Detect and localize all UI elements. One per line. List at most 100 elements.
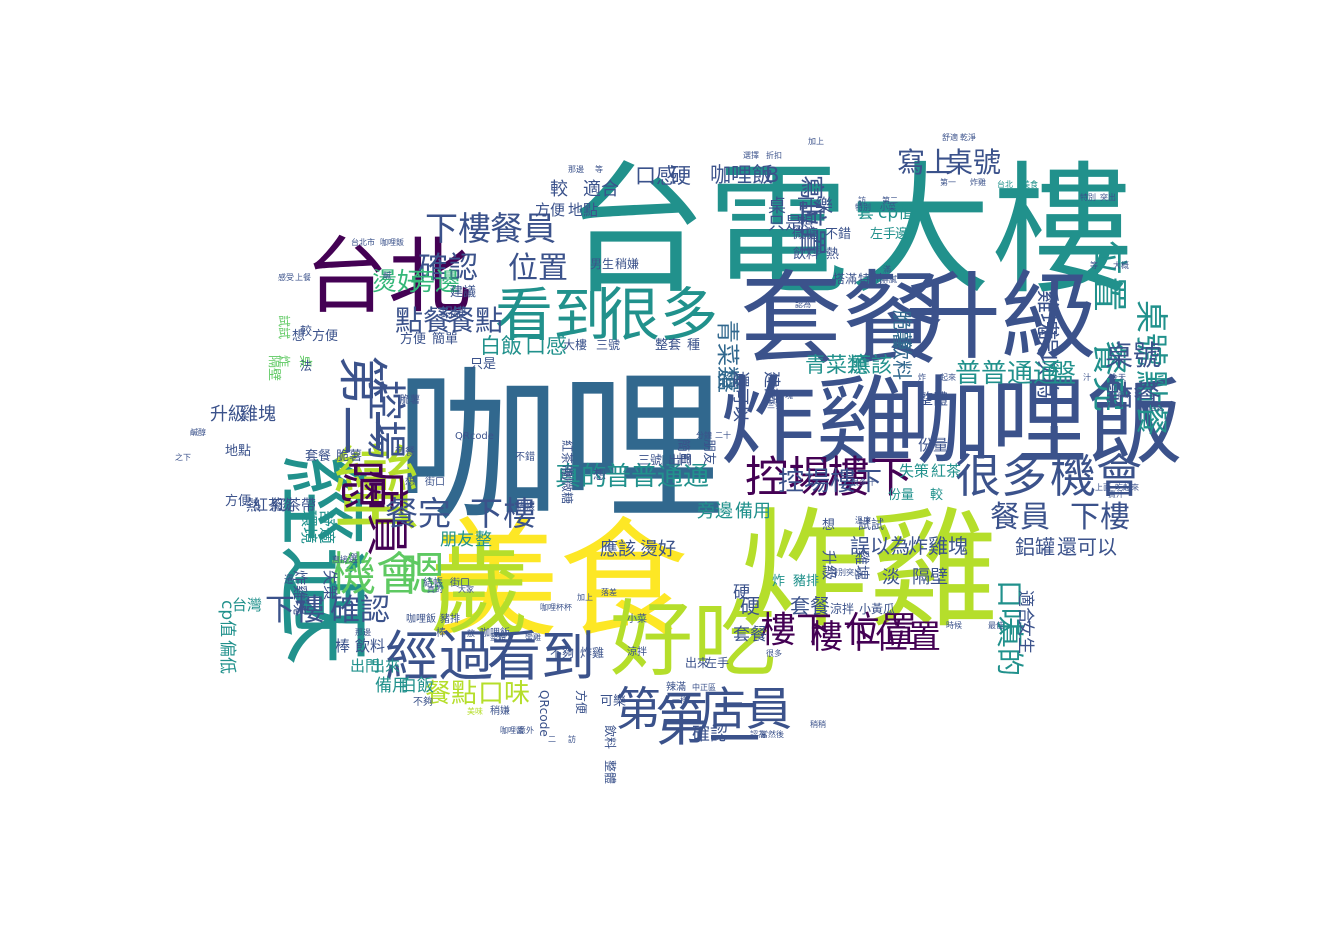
cloud-word: 普普通通: [605, 462, 709, 492]
cloud-word: 套餐: [740, 261, 944, 380]
cloud-word: 咖哩飯: [406, 612, 436, 625]
cloud-word: 舒適: [942, 132, 958, 142]
cloud-word: 稍嫌: [615, 257, 639, 271]
cloud-word: 樓下: [760, 610, 832, 651]
cloud-word: 解膩: [881, 274, 897, 284]
cloud-word: 三號: [767, 400, 783, 410]
cloud-word: 等: [1090, 260, 1098, 270]
cloud-word: 經過: [385, 625, 493, 688]
cloud-word: 直接: [332, 554, 348, 564]
cloud-word: 機會: [330, 547, 422, 601]
cloud-word: 整: [475, 530, 492, 550]
cloud-word: 鹹: [1118, 389, 1126, 399]
cloud-word: 較: [930, 488, 943, 503]
cloud-word: 第二: [655, 692, 761, 753]
cloud-word: 辣滿: [666, 680, 686, 693]
cloud-word: 一樣: [672, 695, 688, 705]
cloud-word: 只是: [470, 357, 496, 372]
cloud-word: 之下: [175, 452, 191, 462]
cloud-word: 控場: [778, 467, 830, 497]
cloud-word: 那邊: [355, 627, 371, 637]
cloud-word: 歲: [430, 534, 529, 649]
cloud-word: 法: [300, 359, 312, 373]
cloud-word: 燙好: [640, 538, 676, 560]
cloud-word: 青菜類: [805, 353, 868, 377]
cloud-word: 很多: [766, 648, 782, 658]
cloud-word: 試試: [277, 315, 292, 339]
cloud-word: 飲料: [793, 246, 819, 262]
cloud-word: 淡: [882, 567, 900, 588]
cloud-word: 稍稍: [810, 719, 826, 729]
cloud-word: 紅茶帶: [271, 496, 316, 514]
cloud-word: 升級: [210, 404, 246, 425]
cloud-word: 真的: [555, 462, 607, 492]
cloud-word: 炸: [918, 372, 926, 382]
cloud-word: 套: [857, 203, 874, 223]
cloud-word: 建議: [761, 371, 781, 405]
cloud-word: 機會: [1050, 449, 1142, 503]
cloud-word: 還可以: [730, 371, 750, 422]
cloud-word: 硬: [733, 583, 750, 603]
cloud-word: 脆薯: [336, 448, 362, 464]
cloud-word: 店員: [700, 682, 792, 736]
cloud-word: 份量: [888, 488, 914, 503]
cloud-word: 升級: [820, 550, 838, 580]
cloud-word: 餐完: [385, 494, 451, 533]
cloud-word: 起來: [940, 373, 956, 382]
cloud-word: 真的: [993, 620, 1026, 676]
cloud-word: 燙好: [372, 267, 422, 296]
cloud-word: 旁邊: [410, 267, 460, 296]
cloud-word: 位置: [875, 617, 941, 656]
cloud-word: 口感: [525, 334, 567, 358]
cloud-word: 整套: [655, 337, 681, 353]
cloud-word: 下樓: [1070, 500, 1130, 535]
cloud-word: 咖哩醬: [500, 725, 524, 735]
cloud-word: 美食: [430, 506, 688, 656]
cloud-word: 小菜: [627, 613, 647, 625]
cloud-word: 炸雞: [740, 496, 998, 646]
cloud-word: 個人: [813, 245, 829, 255]
cloud-word: 小黃瓜: [859, 602, 895, 616]
cloud-word: 樓下: [827, 453, 913, 503]
cloud-word: 應該: [600, 538, 636, 560]
cloud-word: 豬排: [793, 574, 819, 589]
cloud-word: 桌: [768, 196, 786, 217]
cloud-word: 但是: [1148, 402, 1164, 412]
cloud-word: 地點: [568, 201, 598, 219]
cloud-word: 餐完: [1088, 340, 1129, 412]
cloud-word: 出來: [370, 657, 400, 675]
cloud-word: 脆薯: [890, 310, 914, 350]
cloud-word: 餐點: [447, 304, 503, 337]
cloud-word: 出來: [685, 656, 709, 670]
cloud-word: 控場: [362, 380, 408, 460]
cloud-word: 可樂: [797, 196, 833, 217]
cloud-word: 炸: [277, 355, 291, 367]
cloud-word: 環境: [298, 510, 318, 544]
cloud-word: 賣汁: [1108, 489, 1124, 499]
cloud-word: 口感: [635, 164, 677, 188]
cloud-word: 口味: [993, 580, 1026, 636]
cloud-word: 簡單: [675, 439, 690, 465]
cloud-word: 雞塊: [1034, 290, 1060, 336]
cloud-word: 想: [822, 517, 835, 533]
cloud-word: 餐員: [990, 500, 1050, 535]
cloud-word: QRcode: [537, 690, 551, 737]
cloud-word: 雞塊: [853, 550, 871, 580]
cloud-word: 嗯: [400, 547, 446, 601]
cloud-word: 飲料: [603, 725, 618, 749]
cloud-word: 第二: [882, 195, 898, 205]
cloud-word: 青菜類: [714, 320, 740, 389]
cloud-word: 方便: [574, 690, 589, 714]
cloud-word: 點餐: [1132, 370, 1171, 436]
cloud-word: 訪: [568, 734, 576, 744]
cloud-word: 看到: [487, 625, 595, 688]
cloud-word: 今天: [1110, 372, 1126, 382]
cloud-word: 美食: [1022, 179, 1038, 189]
cloud-word: 大家: [458, 584, 474, 594]
cloud-word: 應該: [850, 353, 892, 377]
cloud-word: 三號: [596, 338, 620, 352]
cloud-word: 稍嫌: [490, 704, 510, 717]
cloud-word: 二十: [715, 430, 731, 440]
cloud-word: 真的: [427, 584, 443, 594]
